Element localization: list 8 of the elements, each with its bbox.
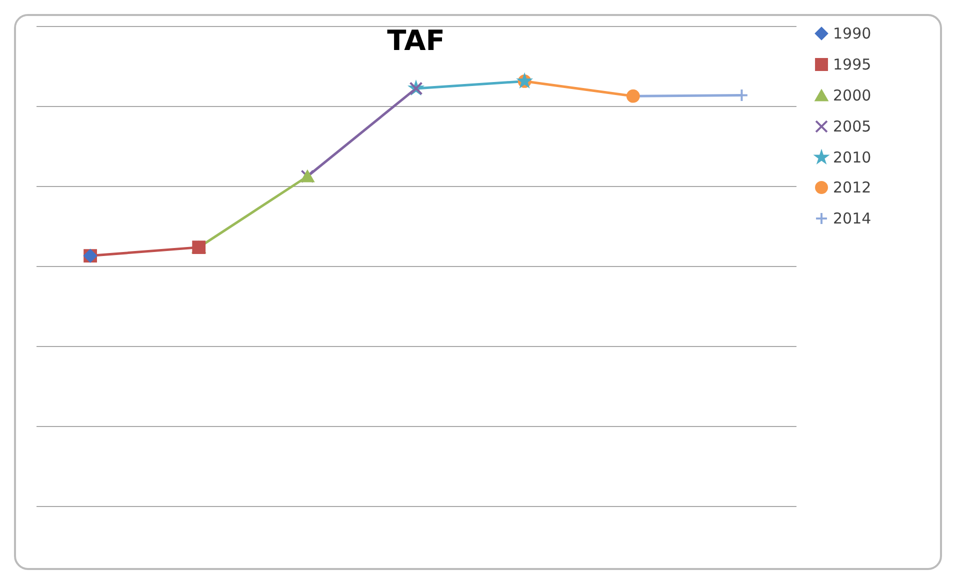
legend-label: 2005 <box>833 118 872 136</box>
legend-label: 2012 <box>833 178 872 196</box>
chart-title: TAF <box>387 24 445 57</box>
legend-label: 2000 <box>833 86 872 104</box>
legend-label: 1995 <box>833 56 872 74</box>
legend-label: 2010 <box>833 148 872 166</box>
legend-label: 2014 <box>833 210 872 228</box>
legend-label: 1990 <box>833 24 872 42</box>
